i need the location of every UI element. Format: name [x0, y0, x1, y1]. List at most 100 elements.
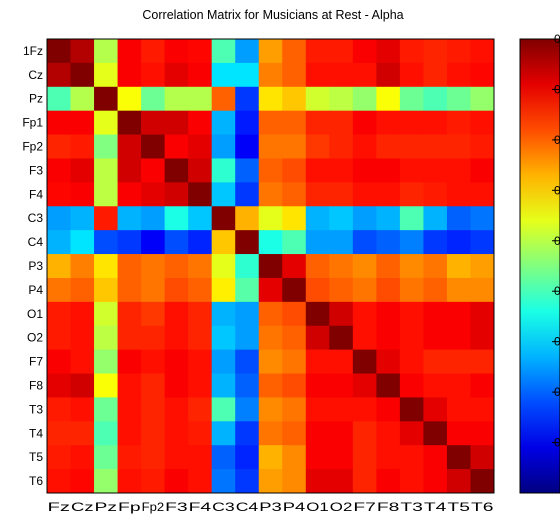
heatmap-cell [470, 110, 495, 135]
heatmap-cell [376, 206, 401, 231]
heatmap-cell [117, 373, 142, 398]
heatmap-cell [141, 182, 166, 207]
heatmap-cell [188, 373, 213, 398]
heatmap-cell [446, 445, 471, 470]
colorbar-tick-label: 0 [554, 183, 560, 197]
heatmap-cell [117, 86, 142, 112]
heatmap-cell [305, 134, 330, 159]
heatmap-cell [70, 373, 95, 398]
row-tick-label: C3 [28, 211, 44, 225]
heatmap-cell [235, 373, 260, 398]
heatmap-cell [399, 39, 424, 64]
heatmap-cell [70, 39, 95, 64]
heatmap-cell [305, 254, 330, 279]
heatmap-cell [282, 325, 307, 351]
heatmap-cell [470, 373, 495, 398]
heatmap-cell [423, 373, 448, 398]
heatmap-cell [117, 110, 142, 135]
heatmap-cell [211, 421, 236, 446]
heatmap-cell [470, 469, 495, 494]
heatmap-cell [70, 86, 95, 112]
heatmap-cell [188, 254, 213, 279]
heatmap-cell [164, 421, 189, 446]
heatmap-cell [211, 134, 236, 159]
heatmap-cell [211, 158, 236, 183]
heatmap-frame [46, 38, 495, 494]
heatmap-cell [188, 206, 213, 231]
heatmap-cell [305, 39, 330, 64]
heatmap-cell [470, 325, 495, 351]
heatmap-cell [282, 373, 307, 398]
heatmap-cell [399, 230, 424, 255]
heatmap-cell [446, 62, 471, 88]
heatmap-cell [94, 158, 118, 183]
heatmap-cell [141, 397, 166, 422]
heatmap-cell [117, 254, 142, 279]
heatmap-cell [70, 325, 95, 351]
heatmap-cell [47, 325, 71, 351]
heatmap-cell [258, 39, 283, 64]
heatmap-cell [305, 469, 330, 494]
heatmap-cell [352, 421, 377, 446]
heatmap-cell [141, 39, 166, 64]
heatmap-cell [305, 301, 330, 327]
heatmap-cell [399, 349, 424, 374]
heatmap-cell [282, 39, 307, 64]
heatmap-cell [352, 110, 377, 135]
heatmap-cell [470, 349, 495, 374]
heatmap-cell [305, 277, 330, 303]
heatmap-cell [235, 110, 260, 135]
heatmap-cell [188, 62, 213, 88]
heatmap-cell [211, 301, 236, 327]
heatmap-cell [258, 158, 283, 183]
heatmap-cell [164, 325, 189, 351]
heatmap-cell [352, 397, 377, 422]
heatmap-cell [470, 134, 495, 159]
heatmap-cell [423, 62, 448, 88]
col-tick-label: C3 [212, 500, 235, 514]
heatmap-cell [70, 62, 95, 88]
heatmap-cell [94, 254, 118, 279]
heatmap-cell [446, 325, 471, 351]
heatmap-cell [94, 301, 118, 327]
heatmap-cell [470, 277, 495, 303]
heatmap-cell [258, 206, 283, 231]
heatmap-cell [305, 445, 330, 470]
heatmap-cell [376, 349, 401, 374]
heatmap-cell [211, 182, 236, 207]
heatmap-cell [117, 230, 142, 255]
heatmap-cell [70, 182, 95, 207]
heatmap-cell [399, 254, 424, 279]
heatmap-cell [329, 230, 354, 255]
heatmap-cell [188, 39, 213, 64]
heatmap-cell [329, 397, 354, 422]
row-tick-label: F4 [29, 187, 43, 201]
heatmap-cell [376, 397, 401, 422]
heatmap-cell [282, 110, 307, 135]
heatmap-cell [258, 254, 283, 279]
row-tick-label: P3 [28, 259, 43, 273]
heatmap-cell [164, 230, 189, 255]
heatmap-cell [117, 134, 142, 159]
colorbar-tick-label: 0 [554, 284, 560, 298]
heatmap-cell [399, 421, 424, 446]
heatmap-cell [47, 62, 71, 88]
heatmap-cell [117, 158, 142, 183]
heatmap-cell [352, 373, 377, 398]
colorbar-tick-label: 0 [554, 32, 560, 46]
heatmap-cell [423, 325, 448, 351]
row-tick-label: 1Fz [23, 44, 43, 58]
heatmap-cell [188, 349, 213, 374]
heatmap-cell [94, 230, 118, 255]
heatmap-cell [352, 206, 377, 231]
heatmap-cell [141, 301, 166, 327]
heatmap-cell [141, 110, 166, 135]
heatmap-cell [376, 134, 401, 159]
heatmap-cell [211, 86, 236, 112]
heatmap-cell [376, 325, 401, 351]
heatmap-cell [282, 62, 307, 88]
heatmap-cell [470, 254, 495, 279]
heatmap-cell [423, 277, 448, 303]
col-tick-labels: Fz Cz Pz Fp Fp2 F3 F4 C3 C4 P3 P4 O1 O2 F7 F8 T3 T4 T5 T6 [47, 500, 494, 514]
heatmap-cell [352, 469, 377, 494]
